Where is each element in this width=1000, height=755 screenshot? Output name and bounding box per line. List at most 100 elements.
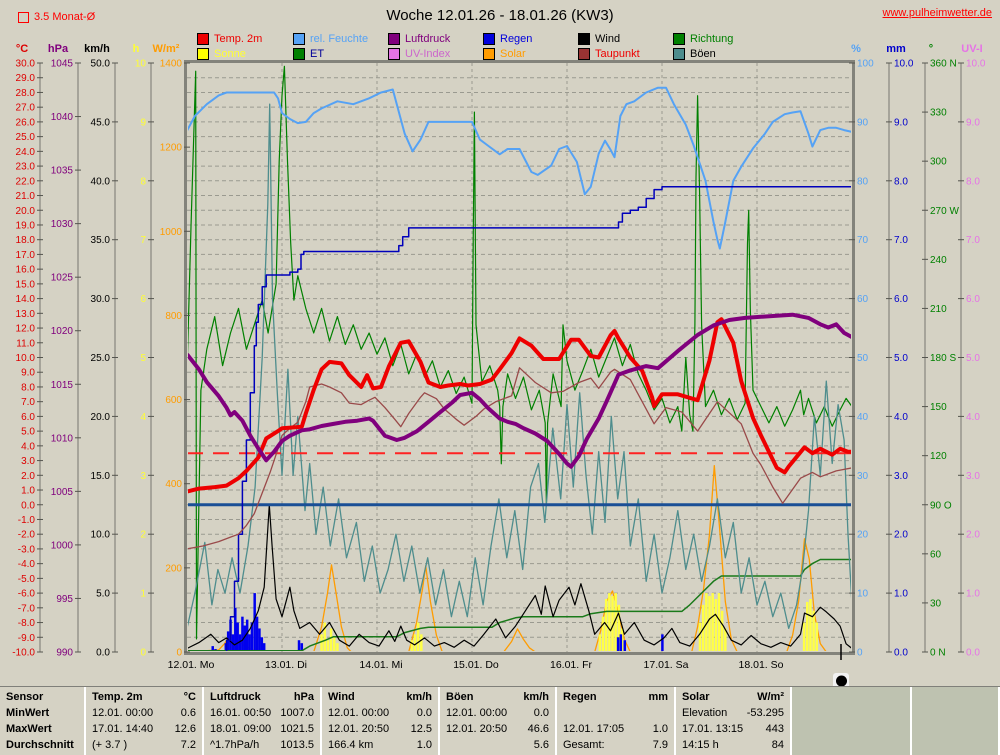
axis-unit-feuchte: % xyxy=(851,43,861,55)
col-header-Solar-value: W/m² xyxy=(757,691,784,703)
axis-unit-regen: mm xyxy=(886,43,906,55)
axis-tick-label-temp: 26.0 xyxy=(16,117,36,128)
axis-tick-label-sonne: 1 xyxy=(140,589,146,600)
axis-tick-label-druck: 1040 xyxy=(51,112,74,123)
cell-Temp. 2m-1: 17.01. 14:40 12.6 xyxy=(92,721,196,737)
site-link[interactable]: www.pulheimwetter.de xyxy=(882,7,992,19)
axis-tick-label-richtung: 300 xyxy=(930,157,947,168)
monthly-average-toggle[interactable]: 3.5 Monat-Ø xyxy=(18,11,95,23)
cell-Wind-1-value: 12.5 xyxy=(410,723,432,735)
legend-item-Regen: Regen xyxy=(483,33,532,45)
cell-Temp. 2m-2-label: (+ 3.7 ) xyxy=(92,739,128,751)
table-col-Böen: Böen km/h 12.01. 00:00 0.0 12.01. 20:50 46.6 5… xyxy=(440,687,557,755)
sensor-header: Sensor xyxy=(6,689,78,705)
series-Richtung xyxy=(188,65,851,640)
legend-swatch-icon xyxy=(483,48,495,60)
axis-tick-label-solar: 1200 xyxy=(160,143,183,154)
axis-tick-label-regen: 10.0 xyxy=(894,59,914,70)
axis-tick-label-temp: -1.0 xyxy=(18,515,36,526)
col-header-Solar: Solar W/m² xyxy=(682,689,784,705)
day-label: 13.01. Di xyxy=(265,659,307,671)
cell-7-2 xyxy=(918,737,992,753)
legend-item-ET: ET xyxy=(293,48,324,60)
col-header-7 xyxy=(918,689,992,705)
cell-Wind-2: 166.4 km 1.0 xyxy=(328,737,432,753)
legend-label: Taupunkt xyxy=(595,48,640,60)
axis-tick-label-uv: 10.0 xyxy=(966,59,986,70)
cell-Luftdruck-1-label: 18.01. 09:00 xyxy=(210,723,272,735)
axis-tick-label-regen: 5.0 xyxy=(894,353,908,364)
axis-tick-label-wind: 30.0 xyxy=(91,294,111,305)
series-Wind xyxy=(188,504,851,649)
axis-tick-label-temp: 22.0 xyxy=(16,176,36,187)
table-col-sensor: Sensor MinWert MaxWert Durchschnitt xyxy=(0,687,86,755)
cell-Wind-2-value: 1.0 xyxy=(416,739,432,751)
moon-phase-icon xyxy=(836,675,847,687)
cell-7-0 xyxy=(918,705,992,721)
day-label: 17.01. Sa xyxy=(644,659,689,671)
axis-tick-label-temp: 12.0 xyxy=(16,324,36,335)
axis-tick-label-richtung: 360 N xyxy=(930,59,957,70)
axis-tick-label-feuchte: 90 xyxy=(857,117,869,128)
axis-tick-label-solar: 1400 xyxy=(160,59,183,70)
cell-Böen-0-label: 12.01. 00:00 xyxy=(446,707,508,719)
cell-Temp. 2m-1-label: 17.01. 14:40 xyxy=(92,723,154,735)
axis-tick-label-sonne: 9 xyxy=(140,117,146,128)
axis-unit-wind: km/h xyxy=(84,43,110,55)
cell-Böen-1-label: 12.01. 20:50 xyxy=(446,723,508,735)
col-header-Temp. 2m-value: °C xyxy=(183,691,196,703)
axis-tick-label-sonne: 3 xyxy=(140,471,146,482)
axis-tick-label-richtung: 30 xyxy=(930,598,942,609)
axis-tick-label-wind: 5.0 xyxy=(96,589,110,600)
axis-tick-label-uv: 4.0 xyxy=(966,412,980,423)
legend-label: Böen xyxy=(690,48,716,60)
col-header-Wind: Wind km/h xyxy=(328,689,432,705)
axis-tick-label-feuchte: 70 xyxy=(857,235,869,246)
cell-Böen-2: 5.6 xyxy=(446,737,549,753)
col-header-Luftdruck-value: hPa xyxy=(293,691,314,703)
axis-tick-label-druck: 1035 xyxy=(51,166,74,177)
axis-tick-label-sonne: 2 xyxy=(140,530,146,541)
axis-tick-label-uv: 9.0 xyxy=(966,117,980,128)
axis-tick-label-solar: 0 xyxy=(176,648,182,659)
legend-label: Wind xyxy=(595,33,621,45)
axis-tick-label-temp: 4.0 xyxy=(21,441,35,452)
cell-Wind-1: 12.01. 20:50 12.5 xyxy=(328,721,432,737)
axis-tick-label-regen: 9.0 xyxy=(894,117,908,128)
legend-label: UV-Index xyxy=(405,48,451,60)
axis-tick-label-druck: 1010 xyxy=(51,433,74,444)
legend-label: Richtung xyxy=(690,33,734,45)
cell-Temp. 2m-0: 12.01. 00:00 0.6 xyxy=(92,705,196,721)
cell-6-2 xyxy=(798,737,904,753)
checkbox-icon[interactable] xyxy=(18,11,29,23)
col-header-Luftdruck-label: Luftdruck xyxy=(210,691,261,703)
axis-tick-label-temp: 27.0 xyxy=(16,103,36,114)
col-header-Wind-label: Wind xyxy=(328,691,355,703)
table-col-Regen: Regen mm 12.01. 17:05 1.0 Gesamt: 7.9 xyxy=(557,687,676,755)
table-col-Wind: Wind km/h 12.01. 00:00 0.0 12.01. 20:50 12.5 1… xyxy=(322,687,440,755)
axis-tick-label-uv: 7.0 xyxy=(966,235,980,246)
monthly-average-label: 3.5 Monat-Ø xyxy=(34,11,96,23)
cell-Wind-1-label: 12.01. 20:50 xyxy=(328,723,390,735)
axis-tick-label-sonne: 10 xyxy=(135,59,147,70)
col-header-Wind-value: km/h xyxy=(406,691,432,703)
axis-tick-label-sonne: 6 xyxy=(140,294,146,305)
axis-tick-label-richtung: 270 W xyxy=(930,206,959,217)
cell-Regen-2-value: 7.9 xyxy=(652,739,668,751)
axis-tick-label-regen: 7.0 xyxy=(894,235,908,246)
col-header-6 xyxy=(798,689,904,705)
legend-item-Wind: Wind xyxy=(578,33,620,45)
legend-swatch-icon xyxy=(483,33,495,45)
cell-Böen-1-value: 46.6 xyxy=(527,723,549,735)
axis-tick-label-temp: -5.0 xyxy=(18,574,36,585)
axis-tick-label-temp: -2.0 xyxy=(18,530,36,541)
axis-tick-label-temp: 23.0 xyxy=(16,162,36,173)
axis-tick-label-temp: 18.0 xyxy=(16,235,36,246)
axis-tick-label-wind: 40.0 xyxy=(91,176,111,187)
cell-Regen-2-label: Gesamt: xyxy=(563,739,605,751)
axis-tick-label-druck: 1020 xyxy=(51,326,74,337)
axis-tick-label-uv: 5.0 xyxy=(966,353,980,364)
row-label-MinWert-label: MinWert xyxy=(6,707,50,719)
axis-tick-label-solar: 800 xyxy=(165,311,182,322)
